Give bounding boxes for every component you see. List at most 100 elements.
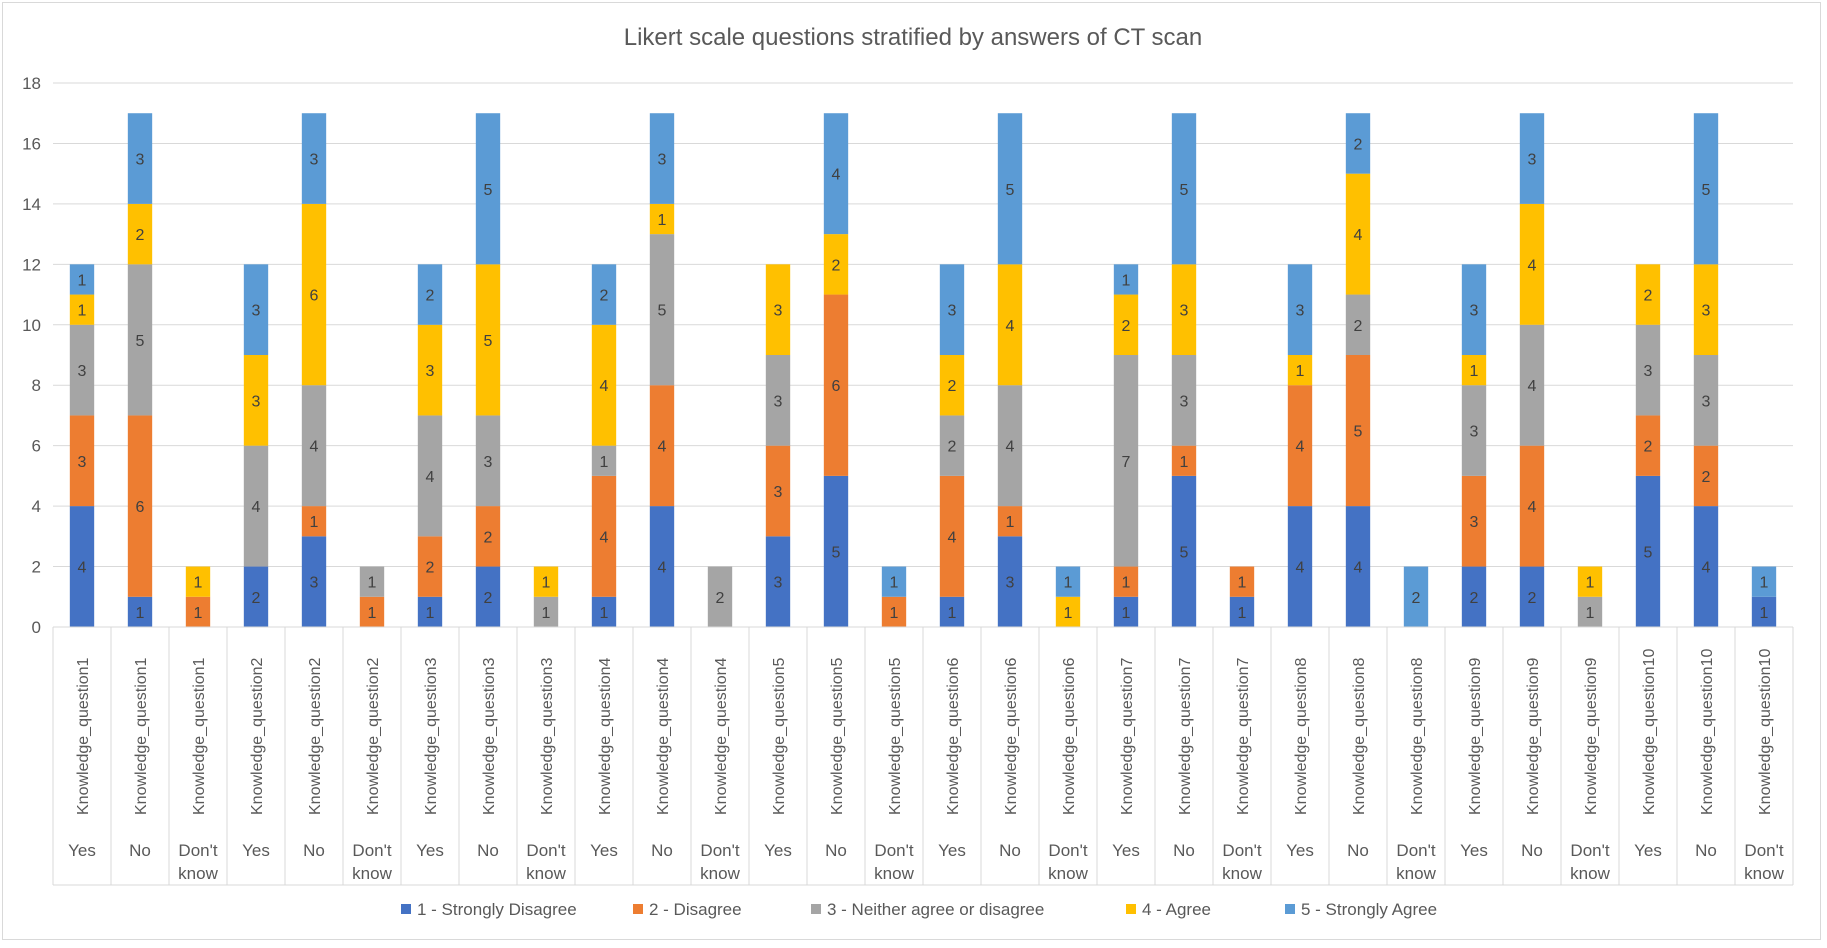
bar-segment bbox=[591, 324, 617, 446]
data-label: 1 bbox=[1238, 605, 1247, 622]
x-tick-label-group: Don't know bbox=[526, 841, 566, 883]
bar-segment bbox=[939, 355, 965, 416]
x-tick-label-group: Yes bbox=[938, 841, 966, 860]
bar-segment bbox=[1113, 596, 1139, 627]
bar-segment bbox=[649, 113, 675, 204]
bar-segment bbox=[765, 445, 791, 537]
bar-segment bbox=[1635, 264, 1661, 325]
x-tick-label-question: Knowledge_question5 bbox=[829, 657, 846, 815]
bar-segment bbox=[1113, 294, 1139, 355]
data-label: 6 bbox=[310, 288, 319, 305]
bar-segment bbox=[243, 566, 269, 627]
data-label: 3 bbox=[1644, 363, 1653, 380]
bar-segment bbox=[417, 415, 443, 537]
data-label: 1 bbox=[1064, 605, 1073, 622]
bar-segment bbox=[301, 113, 327, 204]
bar-segment bbox=[243, 355, 269, 446]
data-label: 5 bbox=[1644, 544, 1653, 561]
data-label: 3 bbox=[252, 303, 261, 320]
bar-segment bbox=[1461, 385, 1487, 476]
bar-segment bbox=[591, 445, 617, 476]
bar-segment bbox=[823, 294, 849, 476]
data-label: 4 bbox=[426, 469, 435, 486]
bar-segment bbox=[939, 596, 965, 627]
bar-segment bbox=[1171, 445, 1197, 476]
x-tick-label-question: Knowledge_question3 bbox=[539, 657, 556, 815]
bar-segment bbox=[1461, 566, 1487, 627]
bar-segment bbox=[185, 566, 211, 597]
bar-segment bbox=[1345, 294, 1371, 355]
data-label: 4 bbox=[600, 529, 609, 546]
stacked-bar-chart: Likert scale questions stratified by ans… bbox=[22, 24, 1794, 919]
x-tick-label-group: No bbox=[129, 841, 151, 860]
bar-segment bbox=[475, 506, 501, 567]
data-label: 1 bbox=[1238, 575, 1247, 592]
bar-segment bbox=[1751, 566, 1777, 597]
x-tick-label-question: Knowledge_question10 bbox=[1641, 649, 1658, 815]
y-tick-label: 4 bbox=[32, 497, 41, 516]
data-label: 3 bbox=[1702, 303, 1711, 320]
x-tick-label-question: Knowledge_question10 bbox=[1757, 649, 1774, 815]
data-label: 2 bbox=[1122, 318, 1131, 335]
legend-swatch bbox=[1126, 904, 1136, 914]
bar-segment bbox=[1229, 596, 1255, 627]
bar-segment bbox=[823, 113, 849, 235]
data-label: 4 bbox=[1528, 257, 1537, 274]
bar-segment bbox=[997, 264, 1023, 386]
data-label: 2 bbox=[1644, 439, 1653, 456]
x-tick-label-question: Knowledge_question7 bbox=[1235, 657, 1252, 815]
legend-label: 2 - Disagree bbox=[649, 900, 742, 919]
bar-segment bbox=[69, 264, 95, 295]
x-tick-label-question: Knowledge_question5 bbox=[887, 657, 904, 815]
data-label: 1 bbox=[1180, 454, 1189, 471]
bar-segment bbox=[1345, 113, 1371, 174]
bar-segment bbox=[823, 475, 849, 627]
bar-segment bbox=[301, 506, 327, 537]
data-label: 5 bbox=[1180, 182, 1189, 199]
bar-segment bbox=[649, 506, 675, 627]
data-label: 1 bbox=[948, 605, 957, 622]
bar-segment bbox=[1171, 355, 1197, 446]
x-tick-label-question: Knowledge_question8 bbox=[1351, 657, 1368, 815]
data-label: 2 bbox=[948, 439, 957, 456]
x-tick-label-group: Don't know bbox=[1570, 841, 1610, 883]
data-label: 4 bbox=[1296, 560, 1305, 577]
data-label: 4 bbox=[658, 439, 667, 456]
x-tick-label-group: Don't know bbox=[352, 841, 392, 883]
bar-segment bbox=[127, 264, 153, 416]
data-label: 3 bbox=[1702, 393, 1711, 410]
data-label: 3 bbox=[658, 152, 667, 169]
data-label: 3 bbox=[78, 363, 87, 380]
legend-swatch bbox=[1285, 904, 1295, 914]
data-label: 1 bbox=[542, 605, 551, 622]
data-label: 5 bbox=[1006, 182, 1015, 199]
bar-segment bbox=[69, 294, 95, 325]
bar-segment bbox=[939, 475, 965, 597]
data-label: 5 bbox=[484, 182, 493, 199]
bar-segment bbox=[1693, 264, 1719, 355]
data-label: 3 bbox=[948, 303, 957, 320]
data-label: 4 bbox=[1354, 560, 1363, 577]
bar-segment bbox=[1113, 355, 1139, 567]
data-label: 4 bbox=[78, 560, 87, 577]
bar-segment bbox=[1635, 475, 1661, 627]
data-label: 3 bbox=[1180, 393, 1189, 410]
bar-segment bbox=[1403, 566, 1429, 627]
bar-segment bbox=[707, 566, 733, 627]
bar-segment bbox=[1287, 506, 1313, 627]
bar-segment bbox=[185, 596, 211, 627]
y-tick-label: 16 bbox=[22, 134, 41, 153]
x-tick-label-group: No bbox=[303, 841, 325, 860]
bar-segment bbox=[765, 536, 791, 627]
data-label: 4 bbox=[1702, 560, 1711, 577]
data-label: 1 bbox=[136, 605, 145, 622]
x-tick-label-question: Knowledge_question8 bbox=[1409, 657, 1426, 815]
bar-segment bbox=[765, 264, 791, 355]
data-label: 2 bbox=[1644, 288, 1653, 305]
bar-segment bbox=[475, 113, 501, 265]
bar-segment bbox=[1171, 475, 1197, 627]
bar-segment bbox=[1055, 566, 1081, 597]
data-label: 1 bbox=[1122, 575, 1131, 592]
data-label: 1 bbox=[1122, 605, 1131, 622]
data-label: 1 bbox=[368, 575, 377, 592]
